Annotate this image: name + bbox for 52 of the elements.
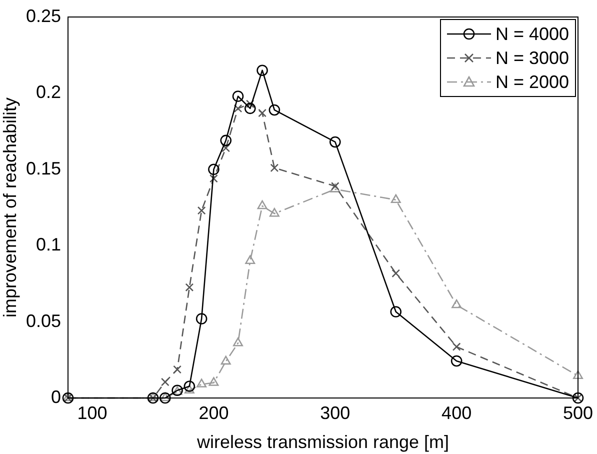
y-tick-label: 0.15 — [26, 158, 61, 178]
x-axis-title: wireless transmission range [m] — [196, 432, 450, 452]
point — [392, 269, 400, 278]
point — [184, 380, 196, 392]
point — [390, 194, 401, 204]
point — [185, 283, 194, 292]
x-tick-label: 200 — [198, 402, 229, 423]
point — [222, 144, 230, 152]
point — [160, 378, 170, 386]
point — [173, 365, 182, 374]
point — [197, 206, 206, 215]
y-axis-title: improvement of reachability — [0, 97, 20, 318]
point — [452, 299, 462, 308]
point — [160, 392, 170, 402]
x-tick-label: 500 — [562, 402, 594, 423]
point — [196, 378, 207, 388]
point — [220, 134, 232, 146]
y-tick-label: 0.05 — [26, 310, 61, 331]
point — [269, 208, 280, 217]
legend-label: N = 2000 — [495, 72, 569, 92]
point — [329, 136, 341, 148]
point — [232, 90, 244, 102]
point — [208, 164, 220, 176]
point — [257, 200, 268, 210]
point — [452, 342, 461, 351]
y-tick-label: 0.1 — [36, 234, 61, 255]
point — [450, 355, 462, 367]
point — [234, 104, 242, 113]
point — [245, 255, 256, 264]
point — [390, 306, 402, 318]
point — [246, 100, 254, 108]
point — [184, 384, 194, 394]
point — [244, 102, 256, 114]
point — [268, 104, 280, 116]
x-tick-label: 100 — [77, 402, 108, 423]
point — [573, 370, 583, 380]
point — [256, 64, 268, 76]
point — [233, 337, 243, 346]
legend-label: N = 4000 — [495, 24, 569, 44]
point — [270, 164, 279, 172]
point — [220, 356, 231, 365]
x-tick-label: 400 — [442, 402, 472, 423]
point — [208, 377, 219, 386]
point — [210, 174, 218, 183]
y-tick-label: 0 — [50, 386, 61, 407]
x-tick-label: 300 — [320, 402, 350, 423]
y-tick-label: 0.25 — [26, 6, 61, 26]
point — [159, 392, 171, 404]
y-tick-label: 0.2 — [36, 82, 61, 102]
legend-label: N = 3000 — [495, 48, 569, 68]
point — [196, 313, 208, 324]
point — [258, 108, 266, 118]
